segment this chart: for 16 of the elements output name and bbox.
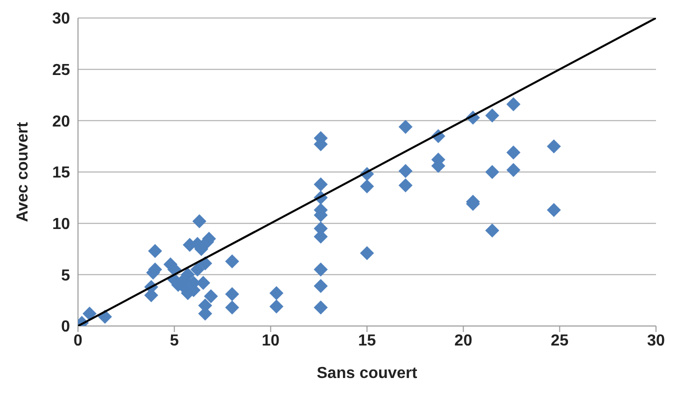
y-tick-label: 25 (52, 62, 70, 80)
y-tick-label: 20 (52, 113, 70, 130)
x-tick-label: 30 (647, 332, 665, 350)
x-axis-title: Sans couvert (316, 365, 418, 382)
y-tick-label: 0 (61, 318, 70, 336)
x-tick-label: 10 (262, 332, 280, 350)
x-tick-label: 20 (454, 332, 472, 350)
y-tick-label: 30 (52, 10, 70, 28)
x-tick-label: 5 (170, 332, 179, 350)
y-tick-label: 10 (52, 216, 70, 234)
x-tick-label: 15 (358, 332, 376, 350)
y-tick-label: 5 (61, 267, 70, 284)
x-tick-label: 25 (550, 332, 569, 350)
y-axis-title: Avec couvert (14, 121, 32, 222)
x-tick-label: 0 (74, 332, 83, 350)
y-tick-label: 15 (52, 164, 70, 182)
